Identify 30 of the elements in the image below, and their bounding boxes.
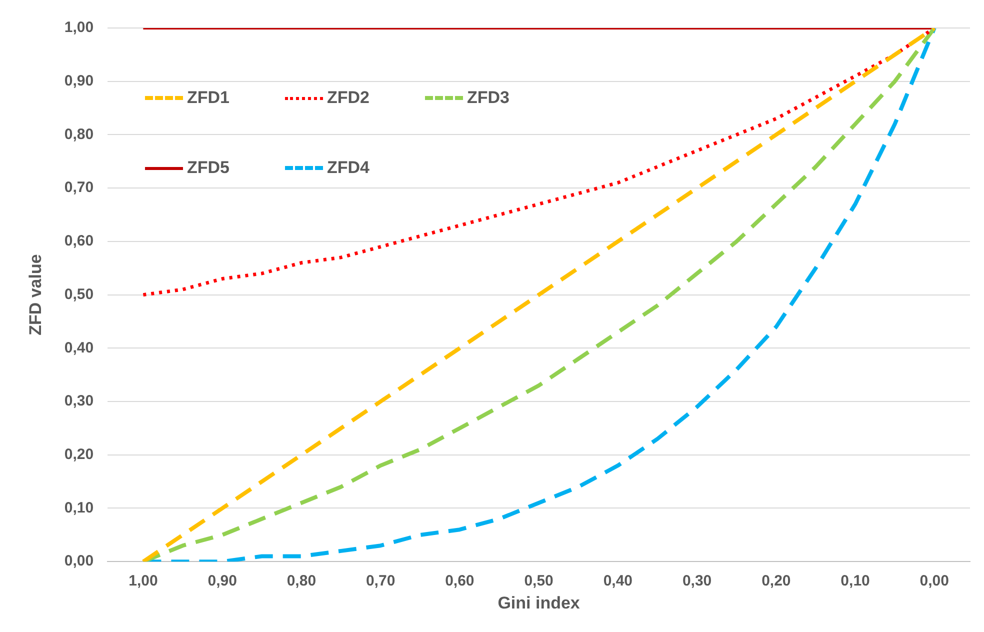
y-tick-label: 0,10 [64, 499, 94, 516]
y-tick-label: 0,20 [64, 446, 94, 464]
y-tick-label: 0,00 [64, 552, 94, 570]
y-tick-label: 1,00 [64, 19, 94, 36]
x-tick-label: 0,10 [840, 572, 870, 590]
y-tick-label: 0,60 [64, 232, 94, 250]
legend-label: ZFD3 [467, 88, 510, 108]
legend-label: ZFD1 [187, 88, 230, 108]
x-tick-label: 0,70 [366, 572, 396, 590]
x-tick-label: 0,40 [603, 572, 633, 590]
legend-label: ZFD2 [327, 88, 370, 108]
x-tick-label: 0,00 [920, 572, 949, 590]
y-tick-label: 0,90 [64, 72, 94, 90]
legend-label: ZFD4 [327, 158, 370, 178]
y-tick-label: 0,30 [64, 392, 94, 410]
y-axis-title: ZFD value [26, 254, 45, 336]
y-tick-label: 0,40 [64, 339, 94, 356]
line-series [141, 28, 936, 562]
x-tick-label: 0,30 [682, 572, 712, 590]
x-tick-label: 1,00 [128, 572, 158, 590]
x-tick-label: 0,20 [762, 572, 791, 590]
y-tick-label: 0,50 [64, 286, 94, 303]
x-tick-label: 0,80 [286, 572, 316, 590]
x-tick-label: 0,60 [445, 572, 474, 590]
y-tick-label: 0,70 [64, 179, 94, 196]
x-tick-label: 0,90 [208, 572, 237, 590]
x-axis-title: Gini index [498, 593, 580, 612]
x-tick-label: 0,50 [524, 572, 554, 590]
legend-label: ZFD5 [187, 158, 230, 178]
y-tick-label: 0,80 [64, 126, 94, 143]
